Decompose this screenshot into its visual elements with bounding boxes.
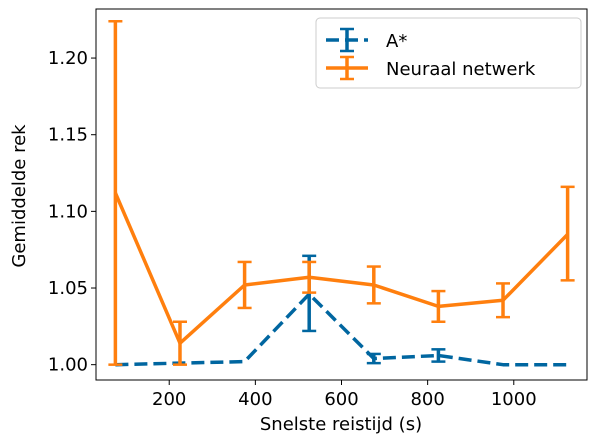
legend-label: Neuraal netwerk	[386, 59, 536, 80]
error-bar	[431, 289, 446, 323]
error-bar	[237, 260, 252, 310]
error-bar	[496, 282, 511, 319]
y-tick-label: 1.15	[48, 125, 88, 146]
legend-label: A*	[386, 31, 407, 52]
y-tick-label: 1.20	[48, 48, 88, 69]
x-axis-label: Snelste reistijd (s)	[260, 414, 422, 435]
y-axis-label: Gemiddelde rek	[9, 124, 30, 268]
series-line	[115, 292, 568, 367]
x-tick-label: 1000	[491, 389, 537, 410]
x-tick-label: 800	[410, 389, 444, 410]
y-tick-label: 1.00	[48, 355, 88, 376]
error-bar	[302, 260, 317, 294]
error-bar	[366, 352, 381, 365]
y-tick-label: 1.10	[48, 201, 88, 222]
error-bar	[172, 320, 187, 366]
axes-layer: 200 400 600 800 1000 1.00 1.05 1.10 1.15 1.20	[48, 8, 588, 410]
series-line	[113, 192, 569, 345]
series-0	[115, 254, 568, 367]
error-bar	[431, 348, 446, 363]
error-bar	[108, 20, 123, 366]
y-tick-label: 1.05	[48, 278, 88, 299]
legend-item-0: A*	[326, 27, 407, 53]
x-tick-label: 200	[152, 389, 186, 410]
error-bar	[560, 185, 575, 282]
legend-item-1: Neuraal netwerk	[326, 55, 536, 81]
error-bar	[366, 265, 381, 305]
legend: A* Neuraal netwerk	[315, 17, 582, 89]
series-layer	[108, 20, 575, 367]
x-tick-label: 600	[324, 389, 358, 410]
series-1	[108, 20, 575, 366]
x-tick-label: 400	[238, 389, 272, 410]
legend-box	[315, 17, 582, 89]
